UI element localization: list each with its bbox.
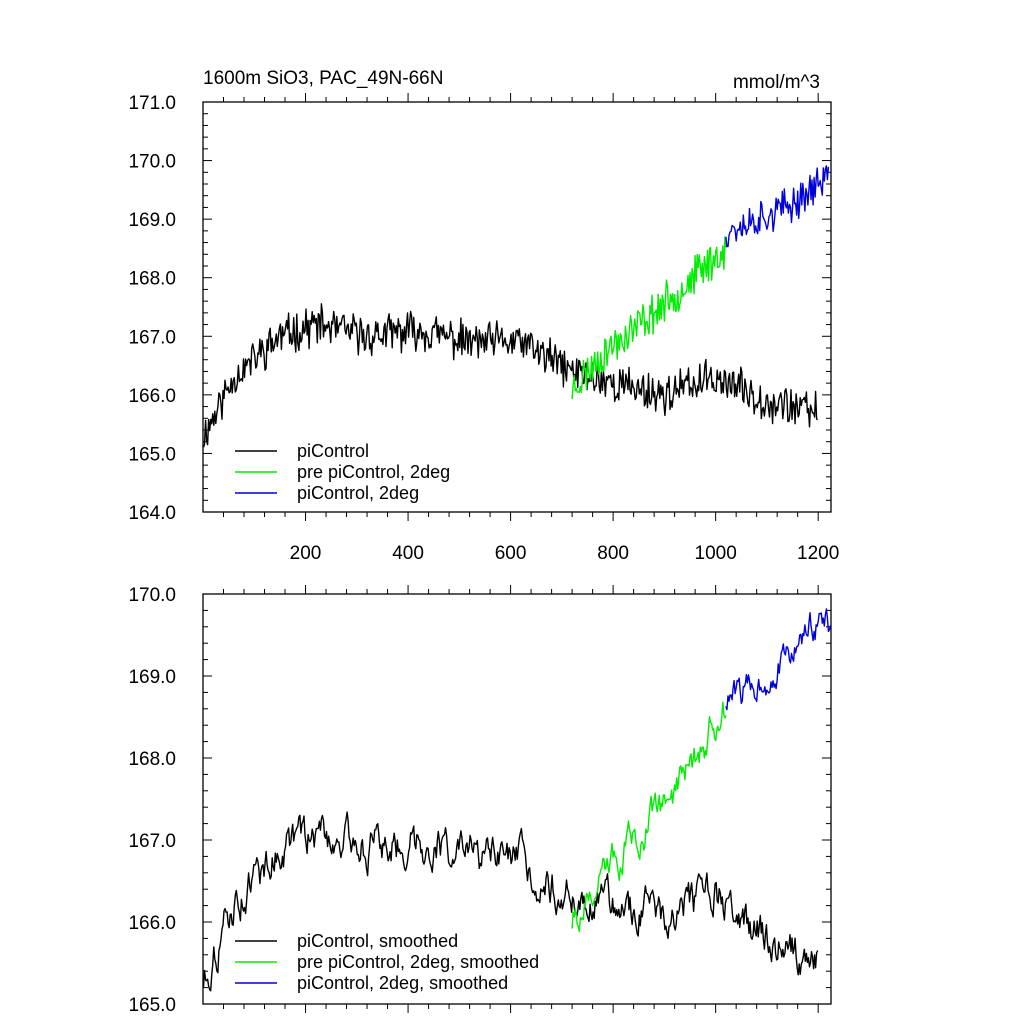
series-line-piControl_2deg — [725, 165, 830, 248]
y-tick-label: 169.0 — [128, 210, 176, 231]
y-tick-label: 166.0 — [128, 386, 176, 407]
legend-label: piControl, 2deg — [297, 483, 419, 503]
x-tick-label: 400 — [392, 543, 424, 564]
x-tick-label: 200 — [290, 543, 322, 564]
bottom-panel: 165.0 166.0 167.0 168.0 169.0 170.0 piControl,… — [128, 585, 832, 1016]
legend-label: pre piControl, 2deg — [297, 462, 450, 482]
y-tick-label: 168.0 — [128, 749, 176, 770]
y-tick-label: 165.0 — [128, 995, 176, 1016]
x-tick-label: 800 — [597, 543, 629, 564]
y-tick-label: 164.0 — [128, 503, 176, 524]
legend-label: piControl, 2deg, smoothed — [297, 973, 508, 993]
x-tick-label: 600 — [495, 543, 527, 564]
chart-title: 1600m SiO3, PAC_49N-66N — [203, 68, 443, 89]
y-tick-label: 170.0 — [128, 152, 176, 173]
y-tick-label: 165.0 — [128, 444, 176, 465]
series-line-piControl — [202, 811, 819, 992]
top-panel: 164.0 165.0 166.0 167.0 168.0 169.0 170.0 171.0… — [128, 93, 839, 564]
y-tick-label: 167.0 — [128, 327, 176, 348]
y-tick-label: 166.0 — [128, 913, 176, 934]
y-tick-label: 168.0 — [128, 269, 176, 290]
y-tick-label: 171.0 — [128, 93, 176, 114]
y-tick-label: 170.0 — [128, 585, 176, 606]
series-line-piControl_2deg — [725, 608, 832, 711]
y-tick-label: 167.0 — [128, 831, 176, 852]
x-tick-label: 1200 — [797, 543, 839, 564]
plot-frame — [202, 593, 832, 1005]
x-tick-label: 1000 — [695, 543, 737, 564]
series-line-pre_piControl_2deg — [571, 236, 727, 400]
units-label: mmol/m^3 — [733, 72, 820, 93]
legend-label: piControl, smoothed — [297, 931, 458, 951]
y-tick-label: 169.0 — [128, 667, 176, 688]
series-line-pre_piControl_2deg — [571, 701, 727, 933]
series-line-piControl — [202, 303, 819, 448]
legend-label: pre piControl, 2deg, smoothed — [297, 952, 539, 972]
plot-frame — [202, 101, 832, 513]
legend-label: piControl — [297, 441, 369, 461]
